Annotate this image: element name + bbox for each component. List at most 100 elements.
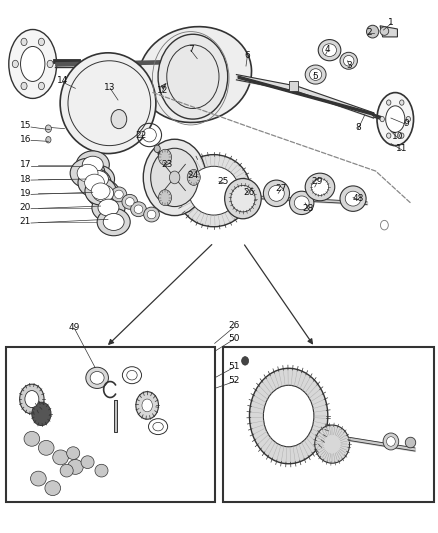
Ellipse shape (76, 151, 110, 179)
Polygon shape (380, 26, 397, 37)
Text: 16: 16 (20, 135, 31, 144)
Ellipse shape (305, 173, 335, 201)
Text: 22: 22 (135, 131, 146, 140)
Ellipse shape (263, 180, 290, 207)
Text: 10: 10 (392, 132, 403, 141)
Ellipse shape (138, 27, 251, 123)
Ellipse shape (153, 422, 163, 431)
Ellipse shape (367, 25, 379, 38)
Circle shape (136, 392, 159, 419)
Circle shape (142, 399, 152, 412)
Ellipse shape (9, 29, 57, 99)
Ellipse shape (82, 156, 103, 173)
Ellipse shape (386, 106, 405, 132)
Text: 11: 11 (396, 144, 407, 154)
Text: 50: 50 (229, 334, 240, 343)
Ellipse shape (343, 55, 354, 66)
Ellipse shape (60, 464, 73, 477)
Ellipse shape (45, 481, 60, 496)
Circle shape (21, 82, 27, 90)
Ellipse shape (322, 44, 336, 56)
Text: 49: 49 (69, 323, 80, 332)
Ellipse shape (95, 464, 108, 477)
Circle shape (170, 171, 180, 184)
Text: 28: 28 (303, 204, 314, 213)
Ellipse shape (294, 196, 309, 210)
Text: 20: 20 (20, 203, 31, 212)
Ellipse shape (231, 185, 255, 212)
Ellipse shape (53, 450, 68, 465)
Ellipse shape (70, 158, 105, 188)
Ellipse shape (380, 27, 389, 35)
Circle shape (21, 38, 27, 46)
Circle shape (46, 136, 51, 143)
Text: 14: 14 (57, 76, 68, 85)
Text: 19: 19 (20, 189, 31, 198)
Ellipse shape (85, 174, 104, 191)
Ellipse shape (405, 437, 416, 448)
Text: 52: 52 (229, 376, 240, 385)
Circle shape (46, 125, 51, 132)
Ellipse shape (21, 46, 45, 82)
Text: 3: 3 (347, 61, 353, 69)
Text: 4: 4 (325, 45, 331, 54)
Ellipse shape (142, 128, 156, 142)
Text: 7: 7 (188, 45, 194, 54)
Text: 27: 27 (276, 183, 287, 192)
Ellipse shape (91, 183, 110, 199)
Ellipse shape (111, 110, 127, 128)
Ellipse shape (93, 185, 114, 202)
Ellipse shape (86, 367, 109, 389)
Ellipse shape (67, 459, 83, 474)
Bar (289, 82, 298, 91)
Circle shape (380, 116, 385, 122)
Circle shape (12, 60, 18, 68)
Text: 13: 13 (104, 83, 116, 92)
Ellipse shape (268, 185, 284, 201)
Ellipse shape (383, 433, 399, 450)
Ellipse shape (88, 171, 109, 188)
Ellipse shape (387, 437, 395, 446)
Text: 12: 12 (157, 86, 168, 95)
Ellipse shape (131, 202, 146, 216)
Ellipse shape (111, 187, 127, 202)
Ellipse shape (250, 368, 328, 464)
Text: 18: 18 (20, 174, 31, 183)
Ellipse shape (188, 166, 239, 215)
Ellipse shape (85, 177, 116, 205)
Text: 1: 1 (388, 18, 394, 27)
Text: 2: 2 (366, 28, 372, 37)
Circle shape (154, 145, 160, 152)
Ellipse shape (151, 148, 198, 207)
Ellipse shape (177, 155, 251, 227)
Ellipse shape (315, 425, 350, 463)
Ellipse shape (90, 372, 104, 384)
Text: 51: 51 (229, 362, 240, 370)
Circle shape (47, 60, 53, 68)
Ellipse shape (127, 370, 137, 380)
Circle shape (387, 133, 391, 138)
Text: 15: 15 (20, 122, 31, 131)
Ellipse shape (144, 207, 159, 222)
Ellipse shape (77, 164, 98, 182)
Ellipse shape (67, 447, 80, 459)
Ellipse shape (60, 53, 156, 154)
Ellipse shape (115, 190, 123, 199)
Ellipse shape (311, 179, 328, 196)
Text: 26: 26 (243, 188, 254, 197)
Text: 8: 8 (355, 123, 361, 132)
Ellipse shape (377, 93, 413, 146)
Ellipse shape (103, 214, 124, 230)
Ellipse shape (318, 39, 341, 61)
Ellipse shape (159, 149, 172, 165)
Circle shape (399, 133, 404, 138)
Ellipse shape (134, 205, 143, 214)
Circle shape (242, 357, 249, 365)
Text: 23: 23 (161, 160, 173, 168)
Ellipse shape (81, 165, 115, 193)
Ellipse shape (92, 194, 125, 221)
Bar (114, 400, 117, 432)
Text: 25: 25 (218, 177, 229, 186)
Text: 21: 21 (20, 217, 31, 227)
Ellipse shape (340, 52, 357, 69)
